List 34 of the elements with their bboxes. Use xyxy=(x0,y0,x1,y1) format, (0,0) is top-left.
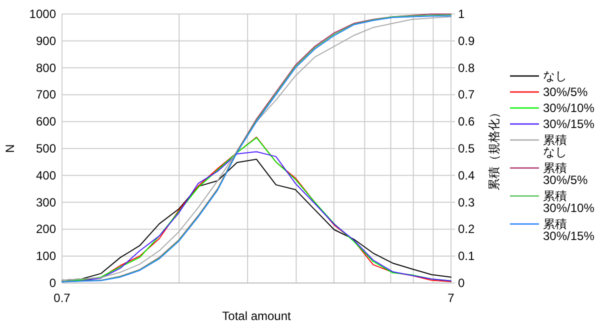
y-tick-label: 300 xyxy=(36,195,56,210)
y-tick-label: 700 xyxy=(36,88,56,102)
legend-label: 累積30%/10% xyxy=(543,189,595,215)
y-tick-label: 200 xyxy=(36,222,56,236)
y2-tick-label: 0.9 xyxy=(458,34,476,48)
y2-tick-label: 0.6 xyxy=(458,114,476,129)
y2-tick-label: 0 xyxy=(458,276,465,290)
y-tick-label: 600 xyxy=(36,114,56,129)
y2-tick-label: 1 xyxy=(458,7,465,21)
y-tick-label: 800 xyxy=(36,60,56,75)
y-tick-label: 900 xyxy=(36,34,56,48)
y2-tick-label: 0.3 xyxy=(458,195,476,210)
legend-label: 30%/15% xyxy=(543,117,595,131)
y-tick-label: 500 xyxy=(36,142,56,156)
y-tick-label: 400 xyxy=(36,168,56,182)
y2-tick-label: 0.2 xyxy=(458,222,476,236)
y-tick-label: 100 xyxy=(36,249,56,264)
legend-label: 累積30%/15% xyxy=(543,217,595,243)
legend-label: 累積30%/5% xyxy=(543,161,588,187)
y2-tick-label: 0.4 xyxy=(458,168,476,182)
legend-label: 30%/10% xyxy=(543,101,595,115)
x-tick-label: 7 xyxy=(448,291,455,305)
legend-label: 累積なし xyxy=(543,133,567,159)
y2-tick-label: 0.8 xyxy=(458,60,476,75)
y-axis-title: N xyxy=(3,144,17,153)
y2-tick-label: 0.1 xyxy=(458,249,476,264)
y-tick-label: 1000 xyxy=(29,7,56,21)
legend-label: なし xyxy=(543,69,567,83)
legend-label: 30%/5% xyxy=(543,85,588,99)
x-axis-title: Total amount xyxy=(222,309,292,323)
y2-tick-label: 0.5 xyxy=(458,142,476,156)
y2-tick-label: 0.7 xyxy=(458,88,476,102)
y2-axis-title: 累積（規格化） xyxy=(487,106,501,190)
y-tick-label: 0 xyxy=(49,276,56,290)
